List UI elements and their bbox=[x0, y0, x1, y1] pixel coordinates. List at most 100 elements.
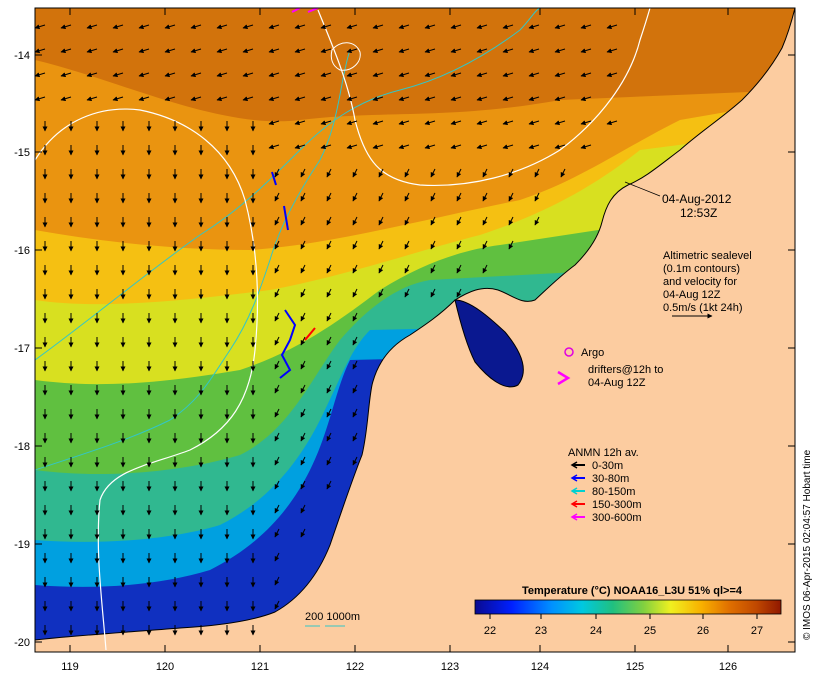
velocity-arrow bbox=[404, 264, 410, 274]
velocity-arrow bbox=[60, 24, 72, 30]
velocity-arrow bbox=[320, 72, 332, 78]
velocity-arrow bbox=[456, 216, 462, 226]
velocity-arrow bbox=[268, 96, 280, 102]
lon-tick-label: 119 bbox=[61, 661, 79, 673]
velocity-arrow bbox=[164, 72, 176, 78]
velocity-arrow bbox=[242, 48, 254, 54]
velocity-arrow bbox=[242, 24, 254, 30]
velocity-arrow bbox=[528, 48, 540, 54]
velocity-arrow bbox=[274, 336, 280, 346]
velocity-arrow bbox=[274, 312, 280, 322]
velocity-arrow bbox=[528, 96, 540, 102]
velocity-arrow bbox=[352, 408, 358, 418]
velocity-arrow bbox=[372, 48, 384, 54]
colorbar-tick-label: 26 bbox=[697, 625, 709, 637]
velocity-arrow bbox=[456, 240, 462, 250]
velocity-arrow bbox=[112, 48, 124, 54]
velocity-arrow bbox=[352, 192, 358, 202]
velocity-arrow bbox=[300, 360, 306, 370]
velocity-arrow bbox=[560, 168, 566, 178]
altimetry-line-4: 04-Aug 12Z bbox=[663, 289, 721, 301]
velocity-arrow bbox=[398, 120, 410, 126]
velocity-arrow bbox=[372, 72, 384, 78]
velocity-arrow bbox=[580, 120, 592, 126]
velocity-arrow bbox=[430, 216, 436, 226]
velocity-arrow bbox=[404, 168, 410, 178]
velocity-arrow-field bbox=[35, 24, 618, 636]
velocity-arrow bbox=[352, 312, 358, 322]
drifter-track-blue-2 bbox=[271, 171, 289, 231]
velocity-arrow bbox=[554, 48, 566, 54]
velocity-arrow bbox=[274, 216, 280, 226]
drifters-label-2: 04-Aug 12Z bbox=[588, 377, 646, 389]
velocity-arrow bbox=[554, 144, 566, 150]
velocity-arrow bbox=[378, 216, 384, 226]
velocity-arrow bbox=[528, 144, 540, 150]
velocity-arrow bbox=[300, 264, 306, 274]
altimetry-line-3: and velocity for bbox=[663, 276, 737, 288]
anmn-legend: ANMN 12h av. 0-30m30-80m80-150m150-300m3… bbox=[568, 447, 642, 524]
velocity-arrow bbox=[580, 144, 592, 150]
velocity-arrow bbox=[300, 480, 306, 490]
time-label: 12:53Z bbox=[680, 206, 717, 220]
velocity-arrow bbox=[274, 456, 280, 466]
velocity-arrow bbox=[430, 168, 436, 178]
velocity-arrow bbox=[346, 24, 358, 30]
velocity-arrow bbox=[274, 408, 280, 418]
velocity-arrow bbox=[326, 384, 332, 394]
velocity-arrow bbox=[378, 168, 384, 178]
velocity-arrow bbox=[138, 24, 150, 30]
velocity-arrow bbox=[190, 72, 202, 78]
lat-tick-label: -15 bbox=[14, 147, 30, 159]
velocity-arrow bbox=[476, 144, 488, 150]
velocity-arrow bbox=[60, 48, 72, 54]
colorbar-tick-label: 22 bbox=[484, 625, 496, 637]
velocity-arrow bbox=[300, 384, 306, 394]
velocity-arrow bbox=[35, 72, 46, 78]
velocity-arrow bbox=[450, 24, 462, 30]
velocity-arrow bbox=[528, 24, 540, 30]
velocity-arrow bbox=[424, 144, 436, 150]
velocity-arrow bbox=[326, 480, 332, 490]
sealevel-contour-north bbox=[317, 8, 651, 187]
velocity-arrow bbox=[372, 96, 384, 102]
velocity-arrow bbox=[242, 96, 254, 102]
lat-tick-label: -18 bbox=[14, 441, 30, 453]
velocity-arrow bbox=[430, 240, 436, 250]
velocity-arrow bbox=[86, 72, 98, 78]
land-mass bbox=[35, 8, 795, 652]
velocity-arrow bbox=[300, 216, 306, 226]
velocity-arrow bbox=[326, 456, 332, 466]
anmn-legend-label: 30-80m bbox=[592, 473, 629, 485]
velocity-arrow bbox=[456, 168, 462, 178]
velocity-arrow bbox=[320, 96, 332, 102]
velocity-arrow bbox=[320, 120, 332, 126]
velocity-arrow bbox=[294, 72, 306, 78]
velocity-arrow bbox=[268, 24, 280, 30]
velocity-arrow bbox=[606, 48, 618, 54]
velocity-arrow bbox=[274, 192, 280, 202]
velocity-arrow bbox=[450, 96, 462, 102]
velocity-arrow bbox=[346, 48, 358, 54]
velocity-arrow bbox=[352, 432, 358, 442]
drifter-chevron-icon bbox=[557, 370, 571, 386]
velocity-arrow bbox=[300, 456, 306, 466]
sealevel-contour-loop bbox=[330, 42, 361, 71]
velocity-arrow bbox=[502, 24, 514, 30]
velocity-arrow bbox=[352, 168, 358, 178]
velocity-arrow bbox=[398, 144, 410, 150]
velocity-arrow bbox=[372, 144, 384, 150]
anmn-legend-arrowhead-icon bbox=[570, 461, 578, 469]
colorbar-tick-label: 24 bbox=[590, 625, 602, 637]
velocity-arrow bbox=[326, 432, 332, 442]
velocity-arrow bbox=[424, 120, 436, 126]
velocity-arrow bbox=[352, 288, 358, 298]
lon-tick-label: 121 bbox=[251, 661, 269, 673]
velocity-arrow bbox=[476, 120, 488, 126]
velocity-arrow bbox=[320, 24, 332, 30]
velocity-arrow bbox=[554, 96, 566, 102]
velocity-arrow bbox=[430, 264, 436, 274]
velocity-arrow bbox=[268, 72, 280, 78]
velocity-arrow bbox=[274, 600, 280, 610]
velocity-arrow bbox=[300, 432, 306, 442]
